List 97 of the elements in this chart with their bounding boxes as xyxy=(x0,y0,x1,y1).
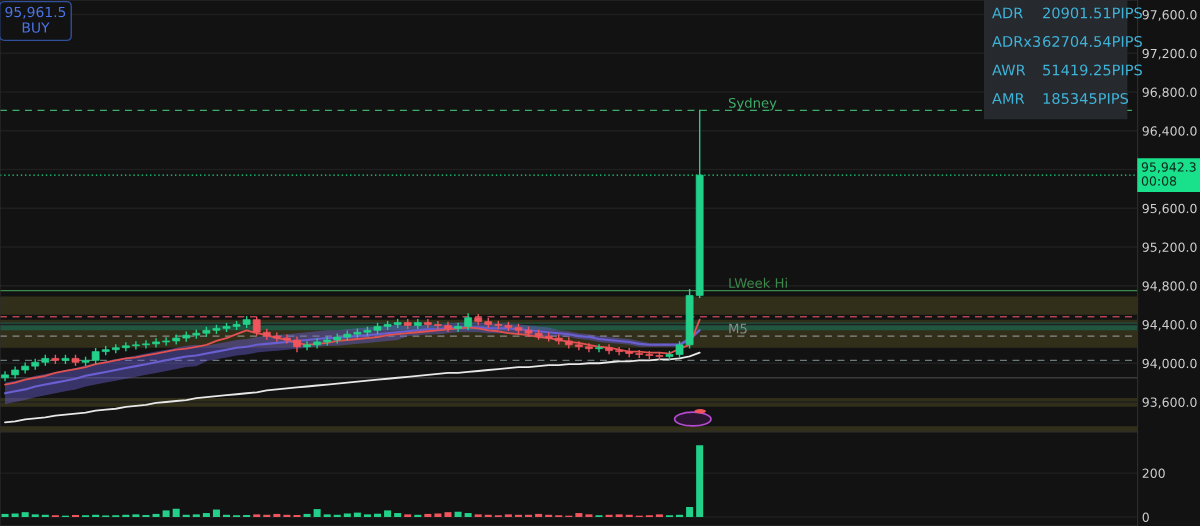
y-tick-label: 200 xyxy=(1142,468,1165,478)
bar xyxy=(374,513,382,517)
bar xyxy=(202,513,210,517)
y-tick-label: 95,200.0 xyxy=(1142,242,1197,254)
bar xyxy=(535,513,543,517)
bar xyxy=(263,514,271,517)
bar xyxy=(655,514,663,517)
bar xyxy=(414,514,422,517)
line-series xyxy=(4,318,701,386)
y-tick-label: 0 xyxy=(1142,512,1149,522)
bar xyxy=(92,514,100,517)
bar xyxy=(686,507,694,517)
bar xyxy=(333,514,341,517)
bar xyxy=(303,513,311,517)
y-tick-label: 97,200.0 xyxy=(1142,48,1197,60)
candlestick xyxy=(1,371,9,382)
candlestick xyxy=(605,344,613,355)
y-tick-label: 96,800.0 xyxy=(1142,87,1197,99)
y-tick-label: 95,600.0 xyxy=(1142,203,1197,215)
bar xyxy=(192,514,200,517)
bar xyxy=(313,509,321,517)
bar xyxy=(162,510,170,517)
ref-line-label: 95,942.3 00:08 xyxy=(1141,162,1196,186)
candlestick xyxy=(172,334,181,345)
bar xyxy=(454,511,462,517)
bar xyxy=(253,514,261,517)
candlestick xyxy=(121,342,130,352)
bar xyxy=(404,514,412,517)
text: ADR 20901.51PIPS xyxy=(992,7,1142,19)
text: AMR 185345PIPS xyxy=(992,92,1129,105)
ref-line-label: M5 xyxy=(729,323,747,334)
candlestick xyxy=(313,338,321,349)
bar xyxy=(525,514,533,517)
bar xyxy=(1,513,9,517)
bar xyxy=(182,514,190,517)
bar xyxy=(222,514,231,517)
candlestick xyxy=(272,332,281,342)
bar xyxy=(363,514,371,517)
candlestick xyxy=(162,337,170,346)
candlestick xyxy=(434,320,442,330)
candlestick xyxy=(303,341,311,351)
candlestick xyxy=(444,321,452,332)
bar xyxy=(676,514,684,517)
bar xyxy=(464,513,472,517)
y-tick-label: 93,600.0 xyxy=(1142,397,1197,409)
bar xyxy=(41,514,49,517)
candlestick xyxy=(595,344,603,353)
line-series xyxy=(4,351,701,424)
y-tick-label: 96,400.0 xyxy=(1142,126,1197,137)
bar xyxy=(343,513,351,517)
candlestick xyxy=(132,341,140,350)
y-tick-label: 94,000.0 xyxy=(1142,358,1197,370)
bar xyxy=(283,514,291,517)
candlestick xyxy=(142,340,150,349)
bar xyxy=(122,514,130,517)
bar xyxy=(172,508,180,517)
y-tick-label: 97,600.0 xyxy=(1142,10,1197,21)
candlestick xyxy=(574,341,583,351)
candlestick xyxy=(585,343,593,353)
bar xyxy=(696,445,704,517)
candlestick xyxy=(423,318,432,329)
y-tick-label: 94,400.0 xyxy=(1142,319,1197,331)
candlestick xyxy=(323,336,332,346)
bar xyxy=(273,513,281,517)
candlestick xyxy=(615,347,624,356)
y-tick-label: 94,800.0 xyxy=(1142,281,1197,292)
bar xyxy=(585,514,593,517)
candlestick xyxy=(152,338,160,348)
annotation: ADRx3 62704.54PIPS xyxy=(992,35,1142,47)
bar xyxy=(474,514,482,517)
ref-line-label: Sydney xyxy=(728,97,777,111)
bar xyxy=(514,514,522,517)
bar xyxy=(424,513,432,517)
bar xyxy=(394,513,402,517)
bar xyxy=(384,510,392,517)
candlestick xyxy=(283,334,291,344)
bar xyxy=(11,513,19,517)
bar xyxy=(31,514,39,517)
bar xyxy=(132,514,140,517)
bar xyxy=(605,514,613,517)
ref-line-label: LWeek Hi xyxy=(729,277,787,289)
bar xyxy=(323,514,331,517)
bar xyxy=(625,514,633,517)
bar xyxy=(353,512,361,517)
bar xyxy=(504,514,512,517)
annotation: 95,961.5 BUY xyxy=(5,6,66,33)
bar xyxy=(212,509,220,517)
bar xyxy=(434,513,442,517)
bar xyxy=(444,512,452,517)
bar xyxy=(152,513,160,517)
bar xyxy=(21,512,29,517)
candlestick xyxy=(454,322,462,332)
bar xyxy=(484,514,492,517)
text: AWR 51419.25PIPS xyxy=(992,64,1142,76)
bar xyxy=(615,514,623,517)
bar xyxy=(545,514,553,517)
bar xyxy=(575,513,583,517)
